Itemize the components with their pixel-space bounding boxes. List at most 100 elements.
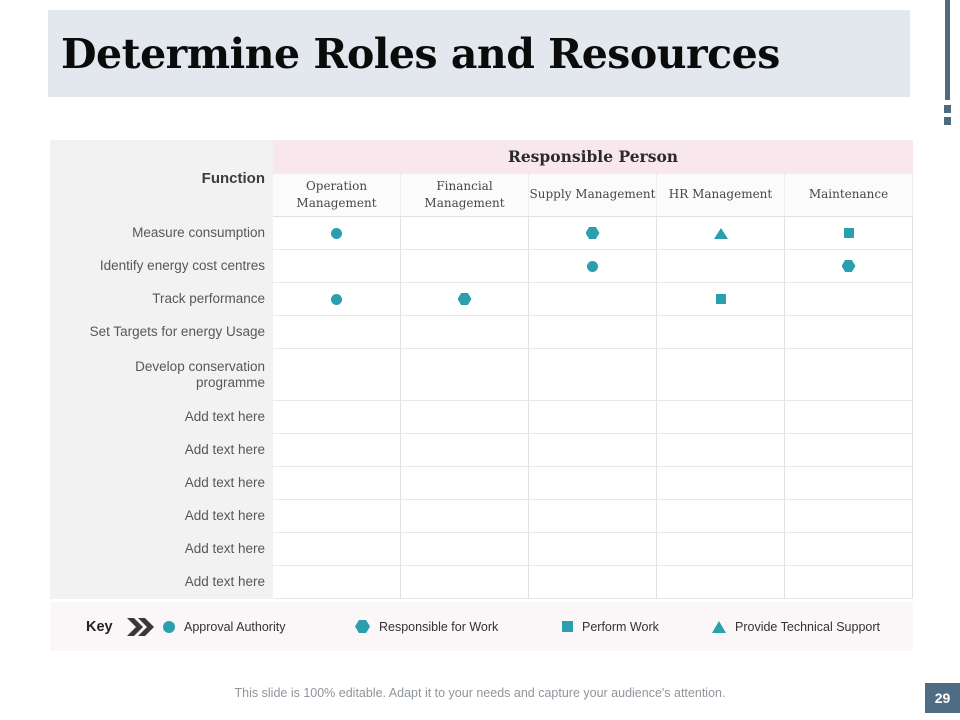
double-chevron-right-icon (126, 617, 154, 636)
responsible-person-header: Responsible Person (273, 140, 913, 174)
matrix-cell (785, 401, 913, 434)
triangle-icon (712, 620, 726, 633)
key-item: Provide Technical Support (712, 602, 880, 651)
function-label: Set Targets for energy Usage (89, 324, 265, 340)
key-item-label: Provide Technical Support (735, 619, 880, 634)
matrix-cell (529, 467, 657, 500)
matrix-cell (657, 250, 785, 283)
function-cell: Add text here (50, 434, 273, 467)
matrix-cell (529, 401, 657, 434)
matrix-cell (529, 349, 657, 401)
function-label: Identify energy cost centres (99, 258, 265, 274)
hexagon-icon (585, 227, 600, 239)
hexagon-icon (355, 620, 370, 633)
table-row: Add text here (50, 500, 913, 533)
table-row: Set Targets for energy Usage (50, 316, 913, 349)
matrix-cell (273, 316, 401, 349)
function-cell: Add text here (50, 533, 273, 566)
matrix-cell (657, 533, 785, 566)
function-column-header: Function (50, 140, 273, 217)
matrix-body: Measure consumption Identify energy cost … (50, 217, 913, 599)
page-number: 29 (925, 683, 960, 713)
table-row: Add text here (50, 467, 913, 500)
column-header-3: HR Management (657, 174, 785, 216)
table-row: Add text here (50, 533, 913, 566)
square-icon (562, 621, 573, 632)
matrix-cell (785, 434, 913, 467)
function-label: Measure consumption (132, 225, 265, 241)
matrix-cell (401, 434, 529, 467)
add-text-placeholder[interactable]: Add text here (184, 409, 265, 425)
matrix-cell (785, 533, 913, 566)
circle-icon (331, 227, 342, 239)
title-bar: Determine Roles and Resources (48, 10, 910, 97)
matrix-cell (401, 250, 529, 283)
function-cell: Set Targets for energy Usage (50, 316, 273, 349)
circle-icon (587, 260, 598, 272)
accent-dot (944, 105, 951, 113)
matrix-cell (401, 500, 529, 533)
matrix-cell (657, 217, 785, 250)
matrix-cell (273, 401, 401, 434)
table-row: Track performance (50, 283, 913, 316)
function-cell: Measure consumption (50, 217, 273, 250)
triangle-icon (713, 227, 728, 239)
matrix-cell (401, 566, 529, 599)
matrix-cell (785, 217, 913, 250)
matrix-cell (273, 250, 401, 283)
add-text-placeholder[interactable]: Add text here (184, 475, 265, 491)
matrix-cell (273, 566, 401, 599)
footer-note: This slide is 100% editable. Adapt it to… (234, 686, 726, 700)
table-row: Add text here (50, 401, 913, 434)
key-item-label: Approval Authority (184, 619, 286, 634)
matrix-cell (273, 283, 401, 316)
function-cell: Develop conservation programme (50, 349, 273, 401)
matrix-cell (785, 566, 913, 599)
square-icon (715, 294, 726, 304)
table-row: Measure consumption (50, 217, 913, 250)
matrix-cell (273, 434, 401, 467)
matrix-cell (273, 349, 401, 401)
matrix-cell (401, 217, 529, 250)
function-cell: Add text here (50, 566, 273, 599)
add-text-placeholder[interactable]: Add text here (184, 508, 265, 524)
matrix-cell (529, 283, 657, 316)
matrix-cell (529, 500, 657, 533)
key-item-label: Perform Work (582, 619, 659, 634)
circle-icon (331, 293, 342, 305)
function-label: Track performance (152, 291, 265, 307)
square-icon (843, 228, 854, 238)
matrix-cell (657, 566, 785, 599)
matrix-cell (401, 283, 529, 316)
table-row: Add text here (50, 434, 913, 467)
key-item: Perform Work (562, 602, 659, 651)
table-row: Add text here (50, 566, 913, 599)
key-header: Key (86, 602, 155, 651)
key-item-label: Responsible for Work (379, 619, 499, 634)
column-header-4: Maintenance (785, 174, 913, 216)
matrix-cell (529, 217, 657, 250)
function-cell: Add text here (50, 500, 273, 533)
add-text-placeholder[interactable]: Add text here (184, 574, 265, 590)
matrix-cell (529, 250, 657, 283)
column-header-1: Financial Management (401, 174, 529, 216)
matrix-cell (273, 500, 401, 533)
add-text-placeholder[interactable]: Add text here (184, 442, 265, 458)
matrix-cell (273, 217, 401, 250)
matrix-cell (401, 467, 529, 500)
key-legend: Key Approval Authority Responsible for Wo… (50, 602, 913, 651)
accent-bar (945, 0, 950, 100)
matrix-cell (273, 467, 401, 500)
matrix-cell (785, 467, 913, 500)
matrix-cell (529, 434, 657, 467)
matrix-cell (273, 533, 401, 566)
matrix-cell (785, 316, 913, 349)
hexagon-icon (841, 260, 856, 272)
key-item: Responsible for Work (355, 602, 498, 651)
function-cell: Identify energy cost centres (50, 250, 273, 283)
table-row: Develop conservation programme (50, 349, 913, 401)
matrix-cell (657, 316, 785, 349)
add-text-placeholder[interactable]: Add text here (184, 541, 265, 557)
table-row: Identify energy cost centres (50, 250, 913, 283)
